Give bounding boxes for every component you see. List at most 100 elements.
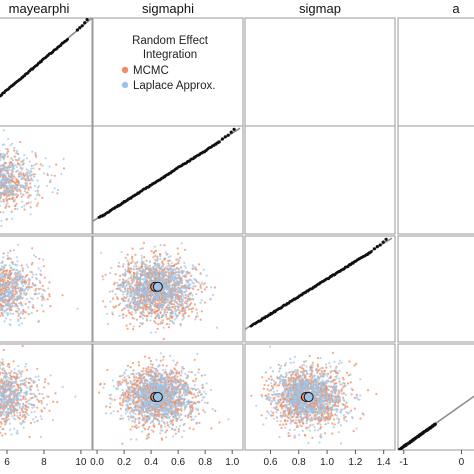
mcmc-point: [175, 259, 177, 261]
mcmc-point: [15, 182, 17, 184]
mcmc-point: [177, 293, 179, 295]
laplace-point: [22, 285, 24, 287]
mcmc-point: [122, 265, 124, 267]
laplace-point: [27, 306, 29, 308]
laplace-point: [5, 148, 7, 150]
laplace-point: [2, 276, 4, 278]
mcmc-point: [182, 313, 184, 315]
laplace-point: [34, 152, 36, 154]
laplace-point: [29, 271, 31, 273]
mcmc-point: [16, 196, 18, 198]
laplace-point: [107, 323, 109, 325]
laplace-point: [142, 317, 144, 319]
laplace-point: [57, 189, 59, 191]
mcmc-point: [121, 309, 123, 311]
mcmc-point: [131, 279, 133, 281]
mcmc-point: [112, 313, 114, 315]
mcmc-point: [146, 260, 148, 262]
mcmc-point: [42, 310, 44, 312]
laplace-point: [0, 159, 2, 161]
mcmc-point: [104, 306, 106, 308]
laplace-point: [32, 167, 34, 169]
mcmc-point: [7, 286, 9, 288]
laplace-point: [187, 300, 189, 302]
laplace-point: [130, 274, 132, 276]
laplace-point: [26, 264, 28, 266]
laplace-point: [31, 312, 33, 314]
laplace-point: [35, 256, 37, 258]
mcmc-point: [119, 275, 121, 277]
panel-frame-r3-c3: [398, 344, 474, 450]
laplace-point: [63, 158, 65, 160]
laplace-point: [9, 144, 11, 146]
laplace-point: [40, 270, 42, 272]
laplace-point: [18, 324, 20, 326]
laplace-point: [31, 151, 33, 153]
laplace-point: [33, 164, 35, 166]
laplace-point: [168, 323, 170, 325]
mcmc-point: [131, 247, 133, 249]
laplace-point: [15, 164, 17, 166]
laplace-point: [25, 287, 27, 289]
mcmc-point: [174, 306, 176, 308]
mcmc-point: [127, 254, 129, 256]
laplace-point: [150, 315, 152, 317]
mcmc-point: [122, 317, 124, 319]
laplace-point: [5, 203, 7, 205]
laplace-point: [19, 298, 21, 300]
laplace-point: [159, 255, 161, 257]
laplace-point: [17, 295, 19, 297]
laplace-point: [14, 305, 16, 307]
laplace-point: [22, 187, 24, 189]
panel-frame-r0-c3: [398, 18, 474, 126]
laplace-point: [102, 278, 104, 280]
laplace-point: [16, 293, 18, 295]
laplace-point: [26, 168, 28, 170]
laplace-point: [5, 162, 7, 164]
mcmc-point: [35, 163, 37, 165]
laplace-point: [29, 173, 31, 175]
mcmc-point: [157, 323, 159, 325]
mcmc-point: [63, 167, 65, 169]
laplace-point: [35, 284, 37, 286]
scatter-panel-mayearphi-vs-sigmap: [0, 244, 79, 338]
mcmc-point: [151, 250, 153, 252]
mcmc-point: [201, 310, 203, 312]
laplace-point: [0, 200, 2, 202]
laplace-point: [16, 166, 18, 168]
laplace-point: [21, 276, 23, 278]
laplace-point: [151, 272, 153, 274]
laplace-point: [188, 297, 190, 299]
mcmc-point: [190, 302, 192, 304]
laplace-point: [54, 187, 56, 189]
laplace-point: [4, 296, 6, 298]
mcmc-point: [0, 211, 2, 213]
mcmc-point: [175, 263, 177, 265]
laplace-point: [7, 295, 9, 297]
laplace-point: [43, 172, 45, 174]
mcmc-point: [41, 197, 43, 199]
laplace-point: [34, 173, 36, 175]
mcmc-point: [105, 274, 107, 276]
panel-frame-r1-c3: [398, 126, 474, 234]
mcmc-point: [0, 315, 1, 317]
laplace-point: [10, 313, 12, 315]
panel-frame-r1-c2: [245, 126, 395, 234]
laplace-point: [13, 268, 15, 270]
mcmc-point: [21, 196, 23, 198]
mcmc-point: [9, 270, 11, 272]
laplace-point: [7, 138, 9, 140]
laplace-point: [12, 185, 14, 187]
laplace-point: [26, 177, 28, 179]
laplace-point: [156, 269, 158, 271]
laplace-point: [18, 309, 20, 311]
laplace-point: [22, 311, 24, 313]
laplace-point: [44, 157, 46, 159]
laplace-point: [10, 286, 12, 288]
laplace-point: [9, 319, 11, 321]
mcmc-point: [155, 250, 157, 252]
mcmc-point: [127, 288, 129, 290]
mcmc-point: [22, 194, 24, 196]
laplace-point: [6, 187, 8, 189]
mcmc-point: [14, 208, 16, 210]
